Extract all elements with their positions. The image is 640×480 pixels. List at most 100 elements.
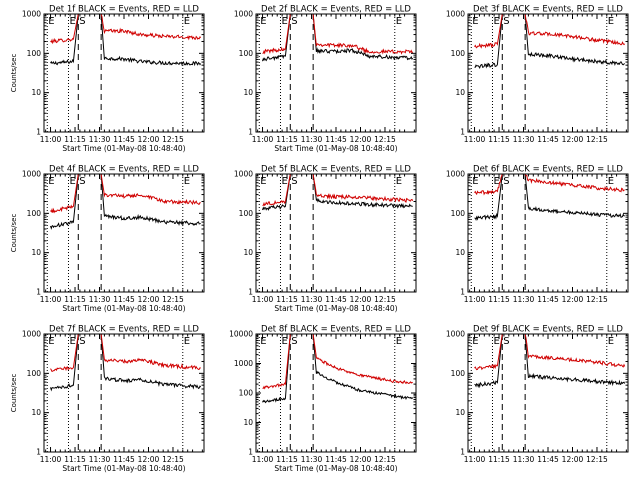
event-marker-label: S: [503, 336, 509, 347]
x-tick-label: 12:15: [586, 455, 608, 464]
event-marker-label: E: [48, 336, 54, 347]
x-tick-label: 12:15: [162, 455, 184, 464]
event-marker-label: E: [396, 176, 402, 187]
x-tick-label: 11:30: [301, 295, 323, 304]
x-axis-label: Start Time (01-May-08 10:48:40): [274, 304, 397, 313]
event-marker-label: S: [291, 336, 297, 347]
event-marker-label: E: [608, 16, 614, 27]
series-group: [50, 174, 201, 230]
x-axis-label: Start Time (01-May-08 10:48:40): [62, 144, 185, 153]
x-tick-label: 11:00: [252, 455, 274, 464]
series-line-events: [474, 334, 626, 389]
event-marker-label: E: [260, 336, 266, 347]
x-tick-label: 11:00: [464, 135, 486, 144]
series-line-events: [262, 334, 414, 404]
x-tick-label: 11:30: [301, 135, 323, 144]
x-tick-label: 12:00: [562, 135, 584, 144]
x-tick-label: 12:00: [138, 455, 160, 464]
event-marker-label: S: [503, 176, 509, 187]
x-axis-label: Start Time (01-May-08 10:48:40): [62, 304, 185, 313]
y-axis-label: Counts/sec: [10, 214, 18, 253]
y-tick-label: 100: [27, 49, 42, 58]
y-tick-label: 100: [451, 209, 466, 218]
x-tick-label: 12:15: [374, 135, 396, 144]
event-marker-label: S: [79, 16, 85, 27]
x-tick-label: 11:15: [64, 295, 86, 304]
y-tick-label: 1000: [22, 330, 41, 339]
x-tick-label: 11:45: [537, 135, 559, 144]
x-tick-label: 12:00: [350, 135, 372, 144]
x-tick-label: 11:15: [488, 455, 510, 464]
x-tick-label: 12:15: [374, 455, 396, 464]
x-tick-label: 12:00: [350, 295, 372, 304]
event-marker-label: S: [291, 176, 297, 187]
series-line-lld: [474, 14, 626, 49]
x-tick-label: 11:30: [89, 455, 111, 464]
x-tick-label: 11:15: [488, 135, 510, 144]
event-marker-label: E: [184, 176, 190, 187]
x-tick-label: 12:15: [586, 135, 608, 144]
x-tick-label: 11:30: [89, 135, 111, 144]
series-group: [50, 14, 202, 67]
y-tick-label: 1: [460, 448, 465, 457]
event-marker-label: E: [493, 176, 499, 187]
event-marker-label: E: [493, 16, 499, 27]
plot-frame: [255, 13, 417, 133]
x-tick-label: 11:15: [64, 455, 86, 464]
plot-frame: [43, 333, 205, 453]
y-tick-label: 10: [31, 88, 41, 97]
plot-frame: [467, 333, 629, 453]
series-line-lld: [474, 174, 625, 196]
panel-title: Det 3f BLACK = Events, RED = LLD: [473, 5, 623, 15]
y-tick-label: 100: [451, 49, 466, 58]
series-line-events: [50, 334, 202, 392]
x-tick-label: 11:45: [113, 295, 135, 304]
y-tick-label: 100: [27, 369, 42, 378]
plot-frame: [255, 173, 417, 293]
event-marker-label: E: [69, 176, 75, 187]
panel-title: Det 5f BLACK = Events, RED = LLD: [261, 165, 411, 175]
series-line-events: [50, 14, 202, 67]
x-tick-label: 12:15: [162, 135, 184, 144]
panel-title: Det 2f BLACK = Events, RED = LLD: [261, 5, 411, 15]
x-tick-label: 12:15: [374, 295, 396, 304]
x-tick-label: 11:00: [464, 455, 486, 464]
x-axis-label: Start Time (01-May-08 10:48:40): [62, 464, 185, 473]
panel-title: Det 7f BLACK = Events, RED = LLD: [49, 325, 199, 335]
x-tick-label: 11:00: [464, 295, 486, 304]
y-tick-label: 1000: [446, 330, 465, 339]
y-tick-label: 100: [27, 209, 42, 218]
panel-title: Det 8f BLACK = Events, RED = LLD: [261, 325, 411, 335]
event-marker-label: E: [48, 16, 54, 27]
plot-frame: [255, 333, 417, 453]
y-tick-label: 1: [460, 128, 465, 137]
y-tick-label: 10000: [229, 330, 253, 339]
x-tick-label: 12:15: [162, 295, 184, 304]
event-marker-label: E: [472, 16, 478, 27]
y-tick-label: 10: [31, 408, 41, 417]
x-tick-label: 11:15: [488, 295, 510, 304]
y-tick-label: 1: [36, 288, 41, 297]
y-tick-label: 10: [455, 88, 465, 97]
y-tick-label: 1000: [234, 10, 253, 19]
x-tick-label: 11:15: [64, 135, 86, 144]
series-line-lld: [474, 334, 626, 371]
y-tick-label: 10: [455, 248, 465, 257]
series-group: [474, 174, 625, 221]
x-tick-label: 11:00: [252, 295, 274, 304]
series-line-events: [262, 174, 413, 211]
series-line-lld: [262, 174, 414, 207]
y-tick-label: 1000: [446, 170, 465, 179]
x-tick-label: 11:15: [276, 295, 298, 304]
y-axis-label: Counts/sec: [10, 374, 18, 413]
event-marker-label: S: [79, 176, 85, 187]
y-tick-label: 10: [243, 418, 253, 427]
x-tick-label: 11:45: [537, 295, 559, 304]
